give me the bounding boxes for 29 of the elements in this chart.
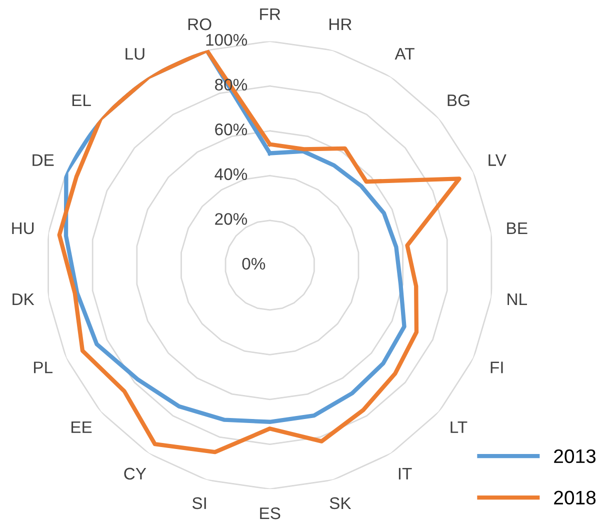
spoke-label: NL (508, 294, 527, 306)
spoke-label: BE (507, 222, 528, 234)
spoke-label: CY (124, 468, 146, 480)
spoke-label: DE (32, 154, 54, 166)
spoke-label: FR (260, 8, 280, 20)
spoke-label: LV (488, 154, 506, 166)
spoke-label: FI (490, 362, 503, 374)
spoke-label: DK (12, 294, 34, 306)
spoke-label: EL (72, 94, 91, 106)
spoke-label: HR (330, 18, 352, 30)
y-tick-label: 100% (206, 34, 248, 46)
spoke-label: PL (34, 362, 52, 374)
spoke-label: BG (448, 94, 470, 106)
y-tick-label: 40% (214, 168, 248, 180)
legend-label: 2018 (554, 490, 596, 505)
spoke-label: HU (12, 222, 34, 234)
spoke-label: SI (192, 497, 206, 510)
legend-label: 2013 (554, 449, 596, 464)
y-tick-label: 20% (215, 213, 248, 225)
spoke-label: AT (394, 48, 414, 60)
spoke-label: EE (72, 421, 92, 433)
spoke-label: ES (260, 507, 280, 520)
spoke-label: LT (450, 421, 468, 433)
y-tick-label: 60% (215, 124, 248, 136)
spoke-label: RO (188, 18, 212, 30)
y-tick-label: 0% (242, 258, 266, 270)
spoke-label: SK (330, 497, 352, 510)
spoke-label: LU (126, 48, 144, 60)
spoke-label: IT (398, 468, 412, 480)
